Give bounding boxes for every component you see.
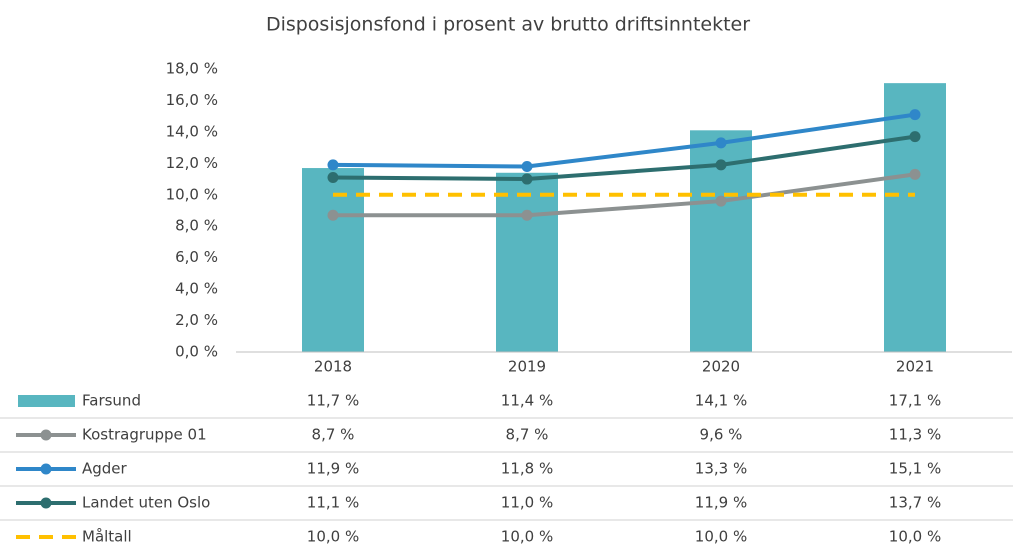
table-cell: 8,7 % — [506, 426, 549, 444]
legend-marker — [40, 463, 52, 475]
y-tick-label: 4,0 % — [175, 280, 218, 298]
y-tick-label: 0,0 % — [175, 343, 218, 361]
x-tick-label: 2021 — [896, 358, 934, 376]
table-cell: 11,0 % — [501, 494, 553, 512]
legend-label: Kostragruppe 01 — [82, 426, 207, 444]
table-cell: 14,1 % — [695, 392, 747, 410]
bar — [302, 168, 364, 352]
line-marker — [909, 131, 921, 143]
y-tick-label: 12,0 % — [166, 154, 218, 172]
table-cell: 10,0 % — [695, 528, 747, 545]
bar — [496, 172, 558, 352]
line-marker — [521, 173, 533, 185]
x-tick-label: 2020 — [702, 358, 740, 376]
table-cell: 10,0 % — [307, 528, 359, 545]
bar — [884, 83, 946, 353]
line-marker — [327, 159, 339, 171]
line-marker — [521, 209, 533, 221]
line — [332, 134, 916, 182]
table-cell: 11,4 % — [501, 392, 553, 410]
table-cell: 13,3 % — [695, 460, 747, 478]
table-cell: 11,1 % — [307, 494, 359, 512]
table-cell: 17,1 % — [889, 392, 941, 410]
line-marker — [715, 195, 727, 207]
table-cell: 10,0 % — [501, 528, 553, 545]
table-cell: 13,7 % — [889, 494, 941, 512]
table-cell: 11,3 % — [889, 426, 941, 444]
legend-label: Måltall — [82, 528, 132, 545]
legend-label: Agder — [82, 460, 128, 478]
y-tick-label: 2,0 % — [175, 311, 218, 329]
table-cell: 11,8 % — [501, 460, 553, 478]
y-tick-label: 10,0 % — [166, 185, 218, 203]
line-marker — [327, 171, 339, 183]
y-tick-label: 16,0 % — [166, 91, 218, 109]
y-tick-label: 14,0 % — [166, 122, 218, 140]
line-marker — [715, 159, 727, 171]
table-cell: 11,7 % — [307, 392, 359, 410]
line-marker — [909, 168, 921, 180]
x-tick-label: 2018 — [314, 358, 352, 376]
x-tick-label: 2019 — [508, 358, 546, 376]
legend-label: Landet uten Oslo — [82, 494, 210, 512]
y-tick-label: 8,0 % — [175, 217, 218, 235]
table-cell: 8,7 % — [312, 426, 355, 444]
legend-marker — [40, 429, 52, 441]
y-tick-label: 6,0 % — [175, 248, 218, 266]
table-cell: 11,9 % — [695, 494, 747, 512]
table-cell: 15,1 % — [889, 460, 941, 478]
table-cell: 11,9 % — [307, 460, 359, 478]
y-tick-label: 18,0 % — [166, 60, 218, 78]
line-marker — [327, 209, 339, 221]
legend-marker — [40, 497, 52, 509]
table-cell: 10,0 % — [889, 528, 941, 545]
line — [332, 112, 916, 169]
chart-title: Disposisjonsfond i prosent av brutto dri… — [266, 14, 750, 36]
line — [333, 172, 916, 218]
line-marker — [909, 109, 921, 121]
line-marker — [521, 160, 533, 172]
table-cell: 9,6 % — [700, 426, 743, 444]
line-marker — [715, 137, 727, 149]
legend-label: Farsund — [82, 392, 141, 410]
legend-swatch — [18, 395, 75, 407]
